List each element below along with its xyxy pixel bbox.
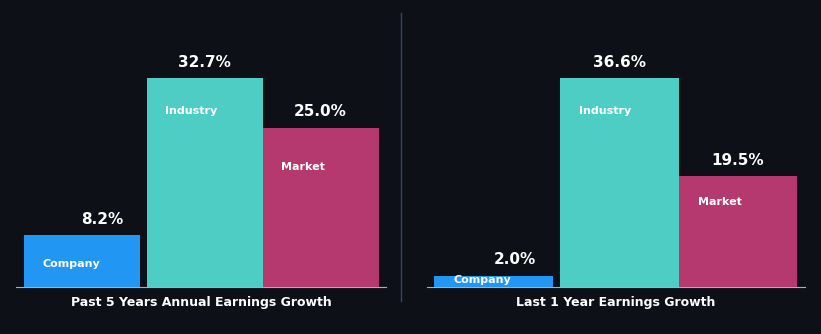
Bar: [434, 276, 553, 287]
Text: Industry: Industry: [165, 106, 218, 116]
X-axis label: Past 5 Years Annual Earnings Growth: Past 5 Years Annual Earnings Growth: [71, 296, 332, 309]
Text: Industry: Industry: [579, 106, 631, 116]
Text: Company: Company: [453, 275, 511, 285]
Text: Company: Company: [42, 259, 100, 269]
Bar: [560, 78, 679, 287]
Text: Market: Market: [698, 197, 741, 207]
Text: 19.5%: 19.5%: [712, 153, 764, 168]
Text: 8.2%: 8.2%: [81, 211, 124, 226]
Bar: [263, 128, 378, 287]
Text: 36.6%: 36.6%: [593, 55, 646, 70]
Text: 2.0%: 2.0%: [493, 253, 536, 268]
Text: 25.0%: 25.0%: [294, 104, 347, 119]
Text: 32.7%: 32.7%: [178, 55, 232, 70]
Bar: [147, 78, 263, 287]
Bar: [679, 176, 797, 287]
Text: Market: Market: [282, 162, 325, 172]
Bar: [24, 235, 140, 287]
X-axis label: Last 1 Year Earnings Growth: Last 1 Year Earnings Growth: [516, 296, 715, 309]
